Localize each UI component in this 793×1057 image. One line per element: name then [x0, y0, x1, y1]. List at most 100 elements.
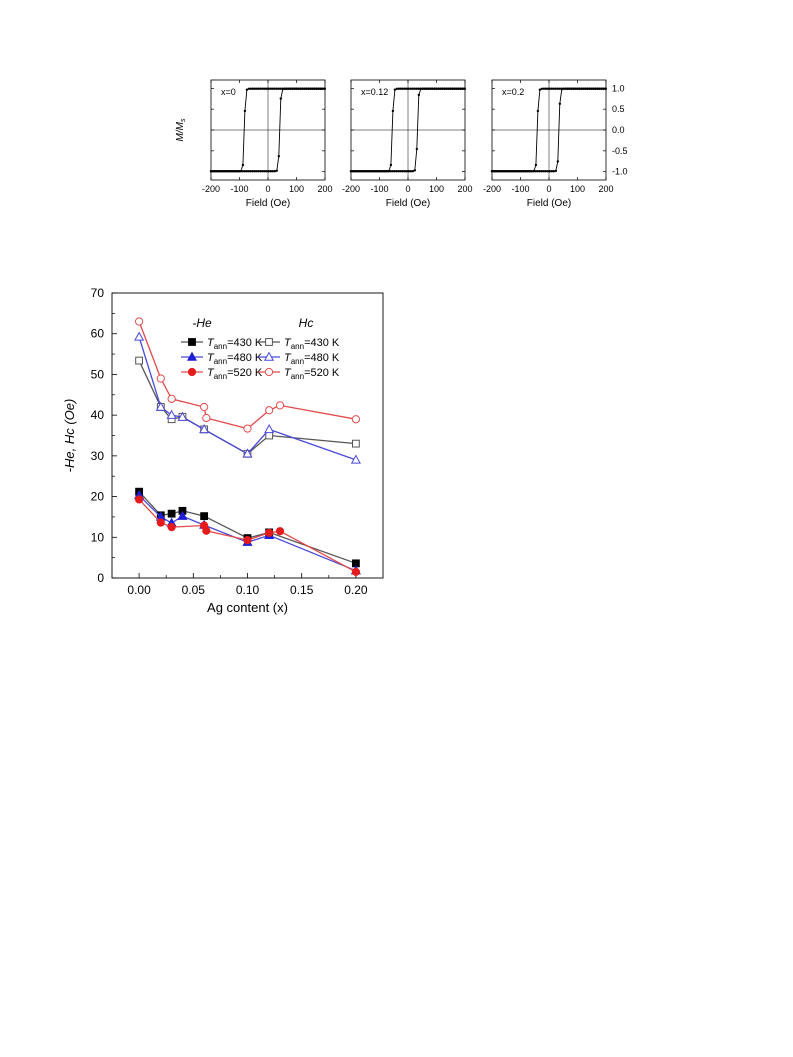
x-tick-label: 0.05: [182, 583, 206, 597]
loop-point: [381, 170, 385, 173]
loop-point: [379, 170, 383, 173]
legend-entry-subscript: ann: [291, 357, 304, 366]
loop-point: [584, 87, 587, 90]
loop-point: [433, 87, 436, 90]
legend-entry-prefix: T: [207, 337, 215, 349]
loop-point: [249, 170, 253, 173]
legend-marker: [263, 351, 275, 361]
loop-point: [574, 87, 577, 90]
loop-point: [267, 170, 271, 173]
loop-point: [437, 87, 440, 90]
loop-point: [291, 87, 294, 90]
x-tick-label: 0.15: [290, 583, 314, 597]
loop-point: [265, 87, 269, 90]
loop-point: [447, 87, 450, 90]
loop-point: [215, 170, 219, 173]
loop-point: [417, 93, 421, 97]
legend-entry-prefix: T: [207, 352, 215, 364]
loop-point: [385, 170, 389, 173]
loop-point: [403, 87, 407, 90]
x-tick-label: -100: [230, 184, 248, 194]
loop-point: [588, 87, 591, 90]
data-point: [243, 536, 252, 545]
x-axis-label: Ag content (x): [207, 600, 288, 615]
loop-point: [544, 87, 548, 90]
loop-point: [367, 170, 371, 173]
loop-point: [223, 170, 227, 173]
loop-point: [405, 87, 409, 90]
loop-point: [578, 87, 581, 90]
legend-group-label: -He: [192, 316, 212, 330]
loop-point: [295, 87, 298, 90]
loop-point: [257, 87, 261, 90]
loop-point: [604, 87, 607, 90]
data-point: [351, 415, 360, 424]
loop-point: [287, 87, 291, 90]
legend-entry-value: =520 K: [304, 367, 340, 379]
loop-point: [580, 87, 583, 90]
loop-point: [359, 170, 363, 173]
loop-point: [546, 87, 550, 90]
data-point: [167, 394, 176, 403]
y-tick-label: 0.0: [612, 125, 625, 135]
y-tick-label: 40: [91, 408, 105, 422]
data-point: [167, 523, 176, 532]
loop-point: [403, 170, 407, 173]
y-axis-label-main: M/M: [175, 121, 186, 141]
loop-point: [502, 170, 506, 173]
loop-point: [391, 170, 395, 173]
data-point: [352, 439, 360, 448]
loop-point: [461, 87, 464, 90]
loop-point: [560, 87, 564, 90]
loop-point: [405, 170, 409, 173]
loop-point: [235, 170, 239, 173]
loop-point: [301, 87, 304, 90]
legend-entry-label: Tann=520 K: [207, 367, 263, 381]
loop-point: [401, 87, 405, 90]
loop-point: [231, 170, 235, 173]
loop-point: [365, 170, 369, 173]
loop-point: [463, 87, 466, 90]
loop-point: [435, 87, 438, 90]
data-point: [177, 411, 188, 421]
loop-point: [311, 87, 314, 90]
loop-point: [417, 87, 421, 90]
y-tick-label: 10: [91, 530, 105, 544]
loop-point: [355, 170, 359, 173]
loop-point: [413, 169, 417, 172]
loop-point: [538, 170, 542, 173]
loop-point: [554, 169, 558, 173]
loop-point: [594, 87, 597, 90]
x-tick-label: 100: [429, 184, 444, 194]
loop-point: [540, 87, 544, 90]
loop-point: [407, 87, 411, 90]
loop-point: [508, 170, 512, 173]
loop-point: [297, 87, 300, 90]
legend-entry-subscript: ann: [291, 372, 304, 381]
loop-point: [275, 169, 279, 172]
loop-point: [371, 170, 375, 173]
series-line: [138, 494, 357, 572]
loop-point: [255, 170, 259, 173]
loop-point: [393, 88, 397, 91]
x-tick-label: -100: [511, 184, 529, 194]
loop-point: [536, 170, 540, 173]
loop-point: [459, 87, 462, 90]
data-point: [200, 512, 209, 521]
x-tick-label: 0.00: [127, 583, 151, 597]
y-tick-label: 0: [97, 571, 104, 585]
loop-point: [512, 170, 516, 173]
loop-point: [498, 170, 502, 173]
legend-entry-value: =480 K: [304, 352, 340, 364]
loop-point: [243, 109, 247, 113]
loop-point: [415, 147, 419, 151]
y-tick-label: 60: [91, 327, 105, 341]
data-point: [199, 423, 210, 434]
loop-point: [263, 170, 267, 173]
loop-point: [211, 170, 215, 173]
x-tick-label: -200: [202, 184, 220, 194]
data-point: [351, 567, 360, 576]
loop-point: [558, 87, 562, 90]
loop-point: [550, 87, 554, 90]
data-point: [177, 510, 188, 520]
